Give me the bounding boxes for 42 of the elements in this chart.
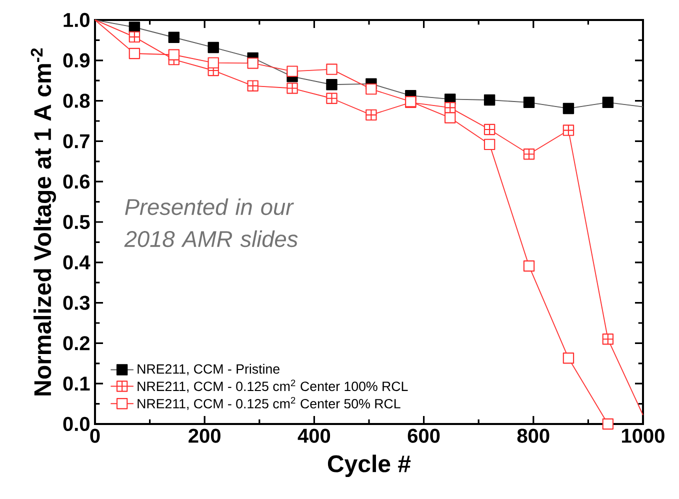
y-axis-title: Normalized Voltage at 1 A cm$^{-2}$ (30, 48, 56, 396)
point (484, 138, 496, 150)
point (247, 58, 258, 69)
point (523, 96, 535, 108)
y-tick-label: 0.8 (63, 94, 90, 108)
point (326, 79, 338, 90)
x-axis-title: Cycle # (328, 454, 411, 478)
x-tick-label: 0 (90, 428, 100, 443)
point (602, 418, 614, 430)
x-tick-label: 400 (298, 428, 330, 443)
point (444, 112, 456, 124)
point (366, 83, 377, 95)
x-tick-label: 600 (408, 428, 440, 443)
y-tick-label: 0.0 (63, 416, 90, 432)
point (562, 102, 574, 114)
point (602, 96, 614, 108)
y-tick-label: 0.5 (63, 214, 90, 230)
y-tick-label: 1.0 (64, 12, 90, 28)
x-tick-label: 800 (517, 428, 550, 443)
y-tick-label: 0.2 (63, 336, 90, 350)
y-tick-label: 0.3 (63, 296, 90, 310)
y-tick-label: 0.1 (63, 376, 90, 391)
y-tick-label: 0.6 (63, 174, 90, 189)
x-tick-label: 1000 (622, 428, 664, 443)
point (562, 352, 574, 364)
point (208, 42, 219, 54)
y-tick-label: 0.4 (63, 255, 90, 270)
y-tick-label: 0.7 (63, 134, 90, 148)
point (523, 260, 535, 272)
point (286, 66, 298, 77)
point (208, 57, 219, 68)
legend-label: NRE211, CCM - 0.125 cm$^{2}$ Center 100% RCL (138, 380, 408, 393)
annotation: Presented in our 2018 AMR slides (124, 198, 298, 248)
point (168, 49, 180, 60)
point (128, 48, 140, 60)
point (326, 64, 338, 75)
legend-label: NRE211, CCM - 0.125 cm$^{2}$ Center 50% RCL (138, 396, 400, 410)
point (484, 94, 496, 106)
x-tick-label: 200 (188, 428, 220, 443)
point (168, 32, 180, 43)
y-tick-label: 0.9 (63, 53, 90, 68)
legend-label: NRE211, CCM - Pristine (138, 364, 280, 376)
